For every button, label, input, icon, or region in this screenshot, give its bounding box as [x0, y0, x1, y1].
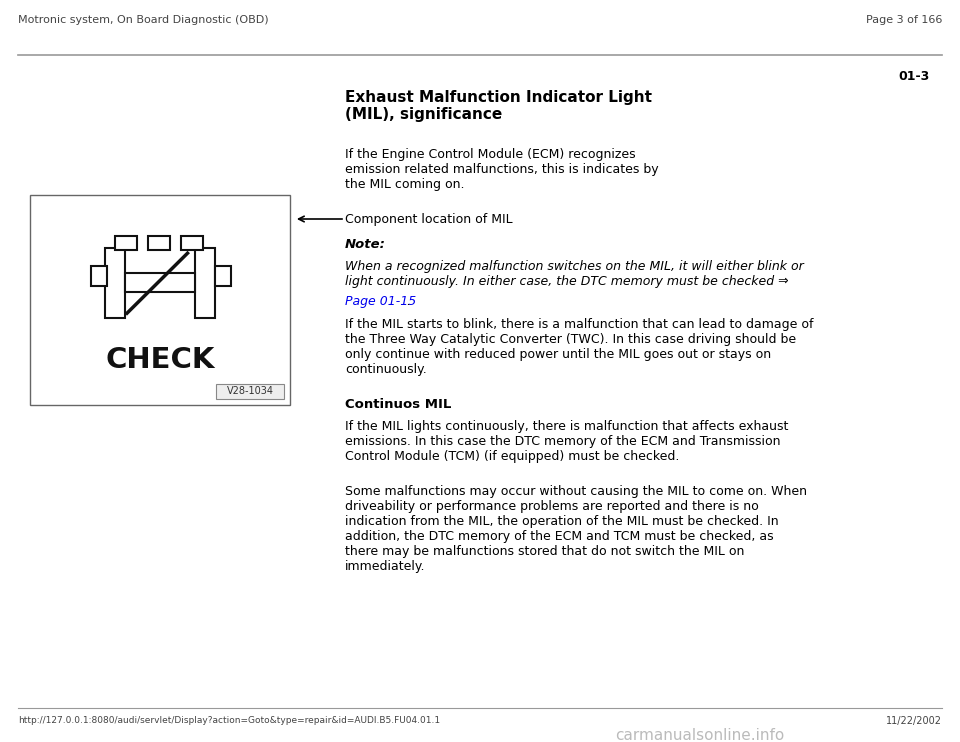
Text: If the MIL lights continuously, there is malfunction that affects exhaust
emissi: If the MIL lights continuously, there is…	[345, 420, 788, 463]
Bar	[105, 249, 125, 318]
Text: .: .	[403, 295, 411, 308]
Bar	[195, 249, 215, 318]
Text: Component location of MIL: Component location of MIL	[345, 213, 513, 226]
Text: V28-1034: V28-1034	[227, 386, 274, 396]
Text: Motronic system, On Board Diagnostic (OBD): Motronic system, On Board Diagnostic (OB…	[18, 15, 269, 25]
Text: When a recognized malfunction switches on the MIL, it will either blink or
light: When a recognized malfunction switches o…	[345, 260, 804, 288]
Bar	[215, 266, 231, 286]
Text: carmanualsonline.info: carmanualsonline.info	[615, 728, 784, 742]
Bar	[30, 195, 290, 405]
Text: http://127.0.0.1:8080/audi/servlet/Display?action=Goto&type=repair&id=AUDI.B5.FU: http://127.0.0.1:8080/audi/servlet/Displ…	[18, 716, 440, 725]
Text: Note:: Note:	[345, 238, 386, 251]
Bar	[91, 266, 107, 286]
Text: Continuos MIL: Continuos MIL	[345, 398, 451, 411]
Text: 01-3: 01-3	[899, 70, 930, 83]
Text: If the MIL starts to blink, there is a malfunction that can lead to damage of
th: If the MIL starts to blink, there is a m…	[345, 318, 813, 376]
Text: CHECK: CHECK	[106, 347, 215, 374]
Text: Some malfunctions may occur without causing the MIL to come on. When
driveabilit: Some malfunctions may occur without caus…	[345, 485, 807, 573]
Text: Page 3 of 166: Page 3 of 166	[866, 15, 942, 25]
Bar	[216, 384, 284, 399]
Bar	[125, 273, 195, 292]
Text: Page 01-15: Page 01-15	[345, 295, 417, 308]
Bar	[115, 236, 137, 250]
Text: If the Engine Control Module (ECM) recognizes
emission related malfunctions, thi: If the Engine Control Module (ECM) recog…	[345, 148, 659, 191]
Bar	[181, 236, 203, 250]
Text: 11/22/2002: 11/22/2002	[886, 716, 942, 726]
Text: Exhaust Malfunction Indicator Light
(MIL), significance: Exhaust Malfunction Indicator Light (MIL…	[345, 90, 652, 122]
Bar	[148, 236, 170, 250]
